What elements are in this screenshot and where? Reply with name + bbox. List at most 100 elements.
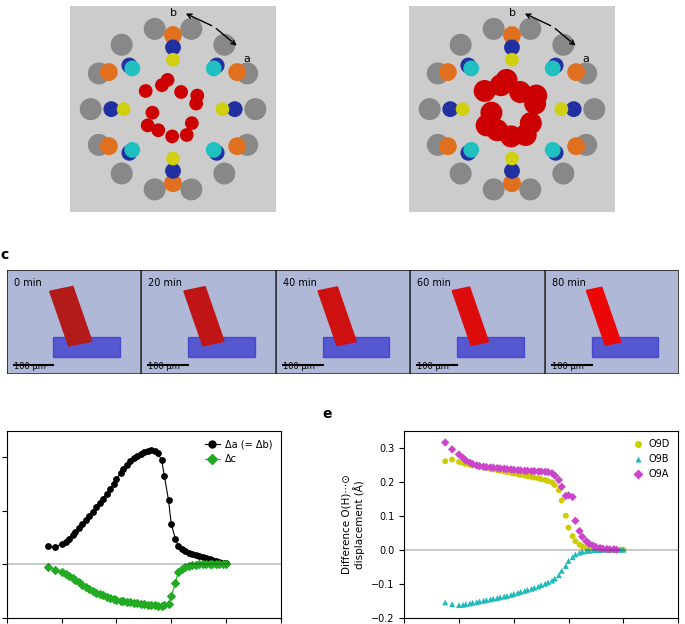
- Point: [581, 536, 592, 546]
- Point: [597, 544, 608, 554]
- Circle shape: [501, 126, 521, 147]
- Point: [193, 551, 204, 561]
- Point: [553, 570, 564, 580]
- Point: [204, 559, 215, 569]
- Point: [519, 466, 530, 475]
- Point: [70, 527, 81, 537]
- Point: [595, 544, 606, 554]
- Point: [136, 599, 147, 609]
- Point: [560, 561, 571, 571]
- Point: [543, 467, 553, 477]
- Point: [81, 515, 92, 525]
- Circle shape: [545, 143, 560, 157]
- Point: [95, 498, 105, 508]
- Point: [567, 552, 578, 562]
- Point: [581, 546, 592, 556]
- Bar: [323, 337, 389, 358]
- Circle shape: [181, 179, 201, 200]
- Point: [458, 453, 469, 463]
- Circle shape: [142, 119, 154, 132]
- Point: [453, 449, 464, 459]
- Point: [604, 545, 615, 555]
- Point: [170, 534, 181, 544]
- Circle shape: [207, 143, 221, 157]
- Legend: O9D, O9B, O9A: O9D, O9B, O9A: [630, 436, 673, 483]
- Circle shape: [568, 64, 584, 80]
- Point: [536, 474, 547, 484]
- Point: [211, 559, 222, 569]
- Circle shape: [191, 89, 203, 102]
- Circle shape: [216, 103, 229, 115]
- Point: [56, 539, 67, 549]
- Point: [540, 475, 551, 485]
- Circle shape: [104, 102, 119, 116]
- Circle shape: [155, 79, 168, 91]
- Point: [577, 542, 588, 552]
- Circle shape: [475, 80, 495, 101]
- Circle shape: [506, 152, 518, 165]
- Point: [499, 592, 510, 602]
- Point: [156, 455, 167, 465]
- Bar: [53, 337, 120, 358]
- Point: [166, 592, 177, 602]
- Point: [481, 462, 492, 472]
- Point: [549, 470, 560, 480]
- Point: [474, 597, 485, 607]
- Point: [529, 472, 540, 482]
- Point: [547, 576, 558, 586]
- Circle shape: [461, 145, 475, 160]
- Circle shape: [556, 103, 568, 115]
- Circle shape: [140, 85, 152, 97]
- Point: [218, 559, 229, 569]
- Point: [526, 466, 537, 476]
- Circle shape: [210, 58, 224, 72]
- Point: [81, 582, 92, 592]
- Point: [597, 544, 608, 553]
- Circle shape: [576, 135, 597, 155]
- Text: b: b: [405, 0, 415, 2]
- Text: 20 min: 20 min: [148, 278, 182, 288]
- Point: [115, 469, 126, 479]
- Point: [179, 546, 190, 556]
- Point: [179, 562, 190, 572]
- Text: e: e: [322, 407, 332, 421]
- Point: [611, 545, 622, 555]
- Circle shape: [484, 19, 504, 39]
- Point: [604, 545, 615, 555]
- Point: [122, 460, 133, 470]
- Text: a: a: [66, 0, 75, 2]
- Point: [471, 461, 482, 470]
- Point: [214, 557, 225, 567]
- Point: [608, 545, 619, 555]
- Bar: [452, 287, 488, 345]
- Point: [221, 559, 232, 569]
- Point: [218, 558, 229, 568]
- Circle shape: [464, 143, 478, 157]
- Point: [186, 548, 197, 558]
- Point: [611, 545, 622, 555]
- Point: [67, 530, 78, 540]
- Point: [447, 454, 458, 464]
- Point: [177, 544, 188, 554]
- Circle shape: [166, 163, 180, 178]
- Text: 100 μm: 100 μm: [551, 362, 584, 371]
- Point: [560, 491, 571, 501]
- Text: b: b: [509, 8, 516, 18]
- Point: [563, 523, 574, 533]
- Point: [173, 540, 184, 550]
- Circle shape: [476, 115, 497, 135]
- Point: [474, 462, 485, 472]
- Circle shape: [505, 40, 519, 55]
- Point: [492, 465, 503, 475]
- Point: [156, 601, 167, 611]
- Point: [522, 471, 533, 481]
- Point: [536, 467, 547, 477]
- Bar: [318, 287, 356, 346]
- Point: [88, 586, 99, 596]
- Circle shape: [496, 70, 516, 90]
- Point: [485, 462, 496, 472]
- Circle shape: [112, 163, 132, 184]
- Circle shape: [450, 34, 471, 55]
- Point: [590, 542, 601, 552]
- Point: [104, 593, 115, 603]
